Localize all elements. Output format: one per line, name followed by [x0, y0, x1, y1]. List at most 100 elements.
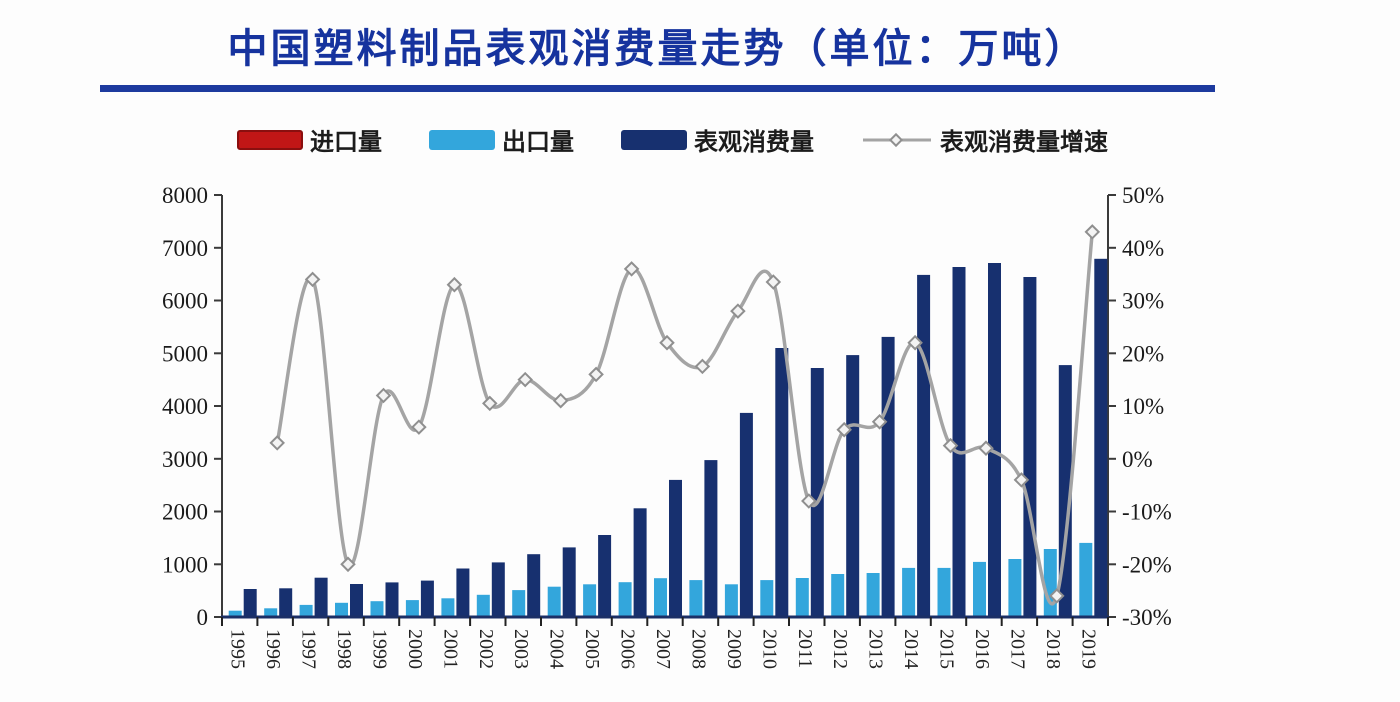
- bar-export-2015: [937, 567, 951, 617]
- bar-consumption-2012: [846, 355, 860, 617]
- bar-consumption-1998: [350, 584, 363, 617]
- y-left-tick-label: 2000: [162, 500, 208, 525]
- x-label-group: 2019: [1077, 629, 1099, 669]
- x-label-2013: 2013: [865, 629, 887, 669]
- bar-consumption-2017: [1023, 277, 1037, 617]
- bar-export-2011: [795, 578, 809, 617]
- x-label-group: 2013: [865, 629, 887, 669]
- growth-marker-1998: [340, 556, 356, 573]
- bar-export-2019: [1079, 542, 1093, 617]
- y-left-tick-label: 0: [197, 605, 209, 630]
- legend-item-growth: 表观消费量增速: [861, 122, 1108, 157]
- bar-export-2006: [618, 582, 632, 617]
- y-left-tick-label: 3000: [162, 447, 208, 472]
- y-right-tick-label: -10%: [1122, 500, 1172, 525]
- x-label-2016: 2016: [971, 629, 993, 669]
- bar-export-2000: [405, 600, 419, 617]
- bar-export-1995: [228, 610, 242, 617]
- y-left-tick-label: 6000: [162, 289, 208, 314]
- x-label-2012: 2012: [829, 629, 851, 669]
- legend-label-consumption: 表观消费量: [694, 129, 814, 156]
- y-right-tick-label: 50%: [1122, 183, 1164, 208]
- bar-export-2003: [512, 590, 526, 617]
- x-label-group: 1996: [262, 629, 284, 669]
- bar-consumption-2000: [420, 580, 434, 617]
- x-label-group: 2010: [758, 629, 780, 669]
- bar-export-2018: [1043, 549, 1057, 617]
- growth-marker-2019: [1084, 224, 1101, 240]
- bar-export-2012: [831, 574, 845, 617]
- bar-consumption-1996: [279, 588, 293, 617]
- y-right-tick-label: 40%: [1122, 236, 1164, 261]
- x-label-group: 1999: [369, 629, 391, 669]
- bar-export-2004: [547, 586, 561, 617]
- x-label-group: 1998: [333, 629, 355, 669]
- bar-consumption-1995: [243, 589, 257, 617]
- x-label-1995: 1995: [227, 629, 249, 669]
- x-label-group: 2008: [687, 629, 709, 669]
- y-left-tick-label: 1000: [162, 552, 208, 577]
- bar-export-2009: [724, 584, 738, 617]
- x-label-2007: 2007: [652, 629, 674, 669]
- growth-marker-2001: [446, 276, 463, 293]
- growth-marker-1996: [269, 435, 285, 451]
- bar-export-2002: [476, 594, 490, 617]
- growth-marker-2016: [978, 440, 994, 456]
- legend-label-growth: 表观消费量增速: [940, 129, 1108, 156]
- y-left-tick-label: 7000: [162, 236, 208, 261]
- x-label-2003: 2003: [510, 629, 532, 669]
- growth-marker-2013: [871, 414, 888, 430]
- bar-export-2014: [902, 567, 916, 617]
- x-label-group: 2007: [652, 629, 674, 669]
- bar-consumption-2013: [881, 336, 895, 617]
- y-left-tick-label: 5000: [162, 341, 208, 366]
- x-label-group: 2004: [546, 629, 568, 669]
- x-label-group: 2005: [581, 629, 603, 669]
- bar-consumption-2006: [633, 508, 647, 617]
- bar-export-1997: [299, 604, 313, 617]
- bar-consumption-1999: [385, 582, 399, 617]
- x-label-2001: 2001: [439, 629, 461, 669]
- growth-marker-2011: [801, 493, 817, 509]
- y-right-tick-label: 30%: [1122, 289, 1164, 314]
- bar-consumption-2003: [527, 554, 541, 617]
- x-label-2000: 2000: [404, 629, 426, 669]
- x-label-2004: 2004: [546, 629, 568, 669]
- x-label-group: 2006: [617, 629, 639, 669]
- growth-marker-2014: [907, 334, 923, 351]
- x-label-group: 2016: [971, 629, 993, 669]
- x-label-2008: 2008: [687, 629, 709, 669]
- bar-consumption-2002: [491, 562, 505, 617]
- x-label-2006: 2006: [617, 629, 639, 669]
- bar-export-1996: [264, 608, 278, 617]
- y-right-tick-label: 10%: [1122, 394, 1164, 419]
- y-right-tick-label: 0%: [1122, 447, 1153, 472]
- export-color-swatch: [429, 129, 495, 150]
- bar-consumption-2007: [669, 479, 682, 617]
- x-label-2011: 2011: [794, 629, 816, 668]
- growth-marker-2000: [411, 419, 427, 435]
- growth-marker-1997: [304, 271, 321, 288]
- y-right-tick-label: -20%: [1122, 552, 1172, 577]
- legend-label-export: 出口量: [502, 129, 574, 156]
- x-label-group: 2014: [900, 629, 922, 669]
- chart-title: 中国塑料制品表观消费量走势（单位：万吨）: [227, 27, 1088, 71]
- bar-export-2008: [689, 580, 703, 617]
- growth-marker-2004: [552, 392, 569, 409]
- bar-consumption-2015: [952, 267, 966, 617]
- bar-export-2010: [760, 580, 774, 617]
- x-label-2018: 2018: [1042, 629, 1064, 669]
- legend-item-import: 进口量: [237, 122, 382, 157]
- chart-legend: 进口量 出口量 表观消费量 表观消费量增速: [237, 122, 1108, 157]
- bar-consumption-2008: [704, 460, 718, 617]
- bar-export-2001: [441, 598, 455, 617]
- x-label-2005: 2005: [581, 629, 603, 669]
- x-label-group: 2015: [936, 629, 958, 669]
- growth-marker-2008: [694, 358, 711, 375]
- growth-marker-2012: [836, 421, 852, 438]
- growth-legend-diamond: [888, 132, 904, 147]
- bar-consumption-2014: [917, 274, 931, 617]
- x-label-group: 2002: [475, 629, 497, 669]
